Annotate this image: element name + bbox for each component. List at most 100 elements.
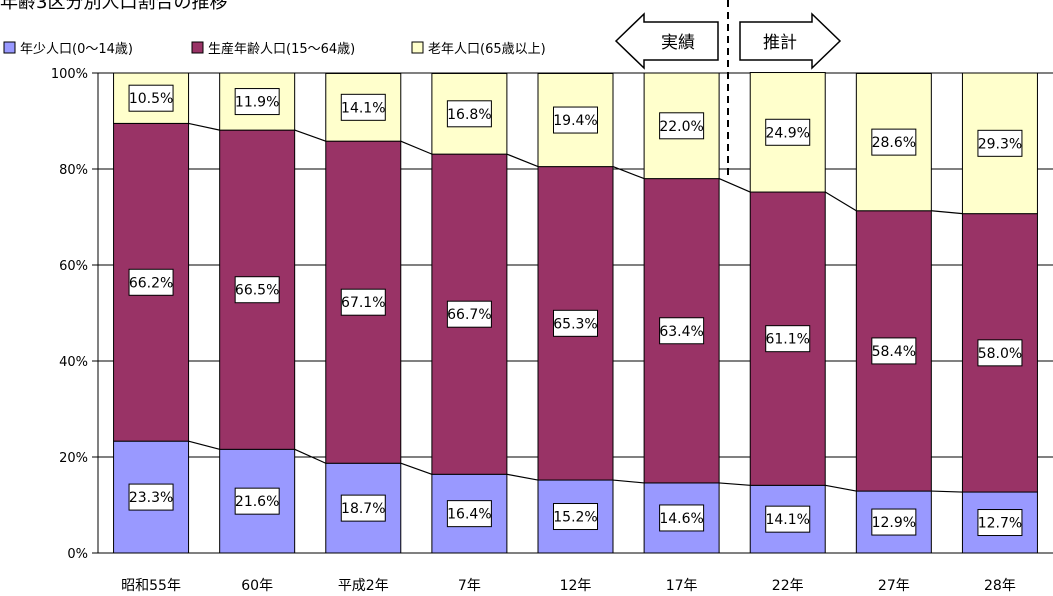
series-connector [719,482,751,486]
series-connector [400,462,433,475]
series-connector [931,490,963,493]
x-tick-label: 17年 [666,578,698,594]
x-tick-label: 60年 [241,578,273,594]
series-connector [294,129,326,142]
axes: 0% 20% 40% 60% 80% 100% 昭和55年 60年 平成2年 7年 12年 17年 22… [51,67,1053,594]
series-connector [294,448,327,464]
data-label-box [659,317,705,345]
data-label: 67.1% [341,295,385,311]
x-tick-label: 28年 [984,578,1016,594]
series-connector [824,191,857,212]
bar-segment [855,72,932,212]
data-label: 58.0% [978,346,1022,362]
data-label: 63.4% [659,324,703,340]
y-tick-label: 0% [67,547,88,562]
series-connector [612,479,645,484]
x-tick-label: 27年 [878,578,910,594]
data-label-box [128,84,174,112]
data-label-box [871,128,917,156]
x-tick-label: 7年 [458,578,481,594]
data-label: 22.0% [659,119,703,135]
chart-title: 年齢3区分別人口割合の推移 [0,0,228,13]
y-tick-label: 100% [51,67,88,82]
data-label: 66.7% [447,307,491,323]
legend-item: 年少人口(0〜14歳) [20,42,133,57]
data-label-box [871,337,917,365]
connector-lines [188,122,963,493]
x-tick-label: 平成2年 [338,578,389,594]
data-label-box [765,505,811,533]
series-connector [931,210,963,215]
series-connector [612,166,645,180]
actual-arrow-label: 実績 [661,33,695,53]
y-tick-label: 40% [59,355,88,370]
data-label-box [765,118,811,146]
data-label-box [871,508,917,536]
data-label: 10.5% [129,91,173,107]
x-tick-label: 22年 [772,578,804,594]
series-connector [825,484,857,492]
data-labels: 23.3% 66.2% 10.5% 21.6% 66.5% 11.9% 18.7% 67.1%… [128,84,1023,537]
data-label: 12.7% [978,516,1022,532]
data-label-box [340,288,386,316]
series-connector [188,440,220,450]
data-label: 19.4% [553,113,597,129]
data-label-box [765,325,811,353]
data-label: 14.1% [765,512,809,528]
y-tick-label: 80% [59,163,88,178]
data-label: 14.1% [341,100,385,116]
legend-item: 生産年齢人口(15〜64歳) [208,41,355,57]
forecast-arrow-label: 推計 [763,33,797,53]
data-label-box [977,339,1023,367]
data-label: 65.3% [553,316,597,332]
data-label-box [234,487,280,515]
data-label-box [659,112,705,140]
data-label-box [659,504,705,532]
data-label-box [977,129,1023,157]
data-label: 14.6% [659,511,703,527]
x-tick-label: 12年 [560,578,592,594]
data-label: 66.2% [129,275,173,291]
data-label: 24.9% [765,125,809,141]
data-label: 58.4% [872,344,916,360]
data-label: 15.2% [553,510,597,526]
series-connector [506,473,539,481]
series-connector [188,122,220,131]
data-label: 18.7% [341,501,385,517]
data-label-box [340,93,386,121]
right-arrow-shape [739,12,842,70]
bar-segment [961,72,1038,215]
y-tick-label: 20% [59,451,88,466]
data-label-box [128,483,174,511]
data-label-box [446,300,492,328]
data-label-box [234,88,280,116]
y-tick-label: 60% [59,259,88,274]
data-label-box [446,100,492,128]
x-tick-label: 昭和55年 [121,578,181,594]
legend-swatch [191,41,204,54]
data-label-box [340,494,386,522]
data-label: 11.9% [235,95,279,111]
data-label: 29.3% [978,136,1022,152]
series-connector [400,140,433,155]
series-connector [506,153,539,168]
data-label-box [446,500,492,528]
series-connector [718,178,751,193]
data-label-box [234,276,280,304]
data-label: 16.4% [447,507,491,523]
data-label: 66.5% [235,283,279,299]
legend-swatch [411,41,424,54]
data-label: 12.9% [872,515,916,531]
data-label: 21.6% [235,494,279,510]
data-label-box [128,268,174,296]
data-label-box [553,106,598,134]
data-label: 61.1% [765,332,809,348]
legend-swatch [3,41,16,54]
period-arrows: 実績 推計 [614,0,842,176]
data-label: 28.6% [872,135,916,151]
legend: 年少人口(0〜14歳) 生産年齢人口(15〜64歳) 老年人口(65歳以上) [3,41,546,57]
data-label-box [553,309,598,337]
data-label: 23.3% [129,490,173,506]
legend-item: 老年人口(65歳以上) [428,42,546,57]
